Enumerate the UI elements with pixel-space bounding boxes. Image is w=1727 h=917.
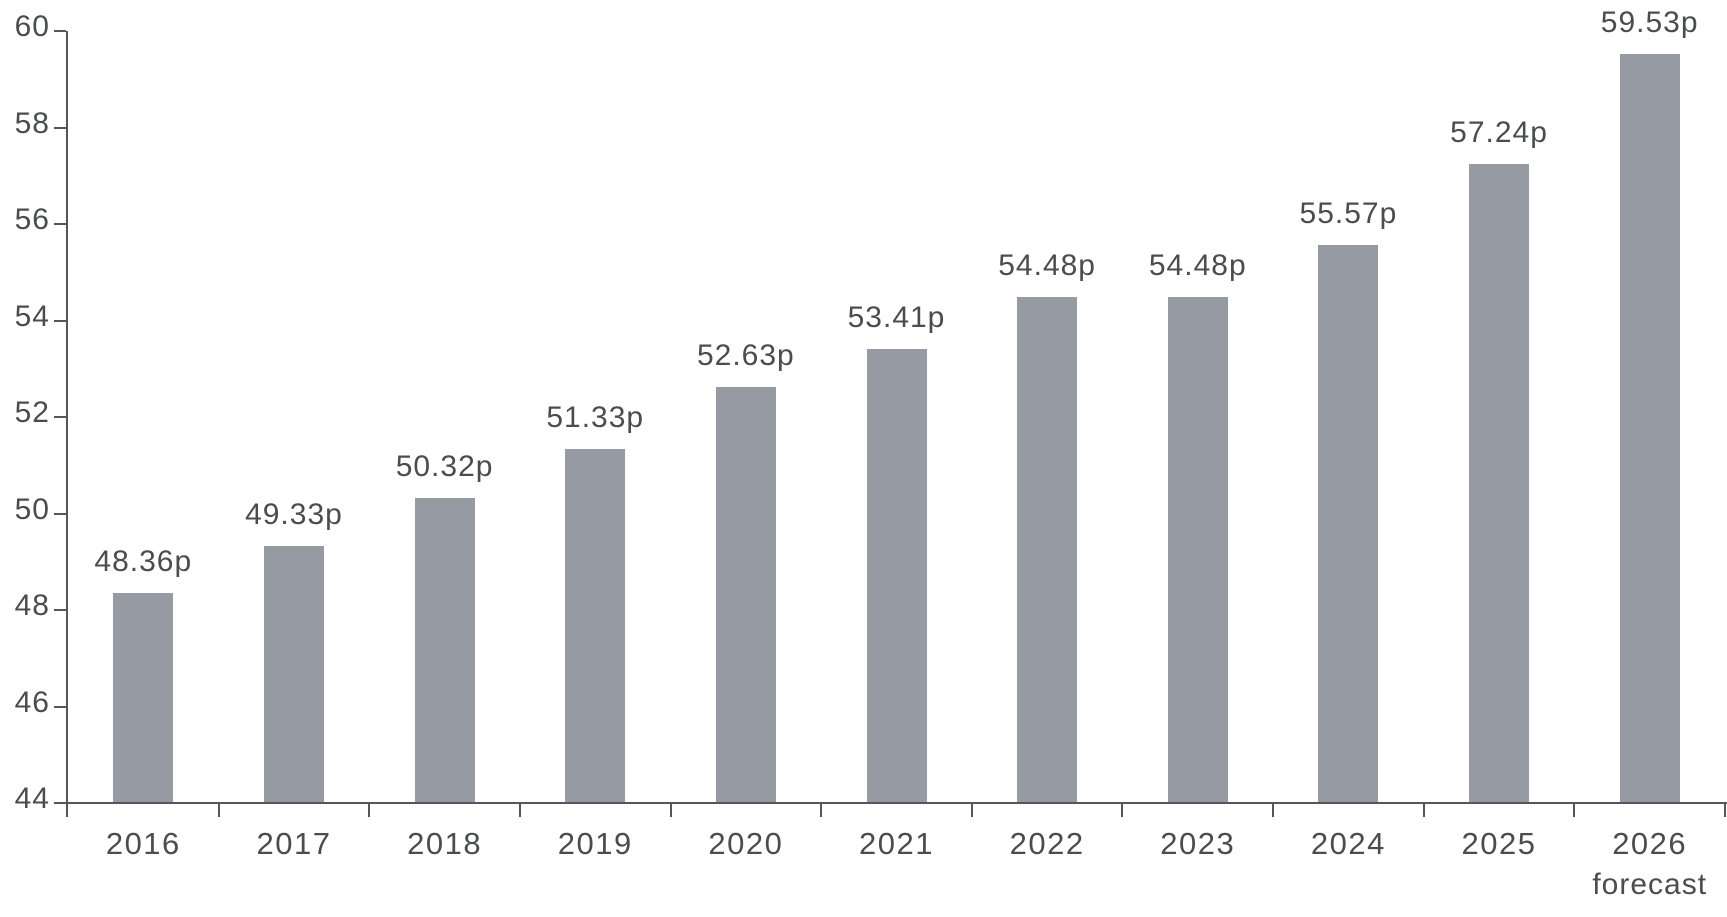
y-tick <box>54 126 66 129</box>
bar <box>1318 244 1379 802</box>
x-category-label: 2018 <box>407 826 483 861</box>
bar <box>414 498 475 802</box>
y-tick-label: 46 <box>14 685 50 719</box>
bar-value-label: 55.57p <box>1299 196 1398 230</box>
bar-value-label: 59.53p <box>1600 5 1699 39</box>
bar <box>866 348 927 802</box>
y-tick-label: 60 <box>14 10 50 43</box>
bar <box>263 545 324 802</box>
forecast-label: forecast <box>1592 868 1708 901</box>
x-tick <box>970 803 973 817</box>
bar-value-label: 57.24p <box>1450 116 1548 150</box>
x-category-label: 2026 <box>1612 826 1688 861</box>
y-tick-label: 56 <box>14 203 50 236</box>
x-tick <box>1422 803 1425 817</box>
x-tick <box>217 803 220 817</box>
y-tick <box>54 609 66 611</box>
x-category-label: 2019 <box>557 826 633 861</box>
y-tick-label: 50 <box>14 492 50 526</box>
x-category-label: 2025 <box>1461 826 1537 861</box>
x-category-label: 2020 <box>708 826 784 861</box>
x-category-label: 2021 <box>859 826 934 861</box>
x-tick <box>368 803 371 817</box>
y-tick <box>54 416 66 418</box>
bar <box>1469 164 1530 802</box>
bar-value-label: 54.48p <box>998 249 1096 283</box>
y-tick-label: 44 <box>14 782 50 815</box>
x-tick <box>1573 803 1576 817</box>
bar-value-label: 49.33p <box>245 497 343 531</box>
bar <box>715 386 776 802</box>
x-tick <box>820 803 823 817</box>
bar-value-label: 50.32p <box>395 450 494 484</box>
bar <box>113 592 174 802</box>
x-tick <box>669 803 672 817</box>
y-tick-label: 54 <box>14 299 50 333</box>
y-axis-line <box>66 31 68 817</box>
bar-value-label: 54.48p <box>1148 249 1247 283</box>
bar <box>565 449 626 802</box>
bar <box>1619 53 1680 802</box>
y-tick-label: 48 <box>14 589 50 622</box>
x-tick <box>1724 803 1726 817</box>
bar-value-label: 51.33p <box>546 401 645 435</box>
x-category-label: 2023 <box>1160 826 1236 861</box>
x-tick <box>1272 803 1275 817</box>
y-tick <box>54 512 66 515</box>
x-axis-line <box>54 802 1727 804</box>
bar-value-label: 53.41p <box>847 300 946 334</box>
bar-value-label: 52.63p <box>696 338 795 372</box>
y-tick <box>54 705 66 708</box>
x-category-label: 2024 <box>1310 826 1386 861</box>
x-category-label: 2016 <box>105 826 181 861</box>
y-tick-label: 58 <box>14 106 50 140</box>
bar-value-label: 48.36p <box>94 544 193 578</box>
bar <box>1017 297 1078 802</box>
bar <box>1167 297 1228 802</box>
x-category-label: 2022 <box>1009 826 1085 861</box>
y-tick <box>54 30 66 32</box>
x-category-label: 2017 <box>256 826 332 861</box>
x-tick <box>1121 803 1124 817</box>
y-tick <box>54 319 66 322</box>
y-tick-label: 52 <box>14 396 50 429</box>
y-tick <box>54 223 66 225</box>
x-tick <box>518 803 521 817</box>
